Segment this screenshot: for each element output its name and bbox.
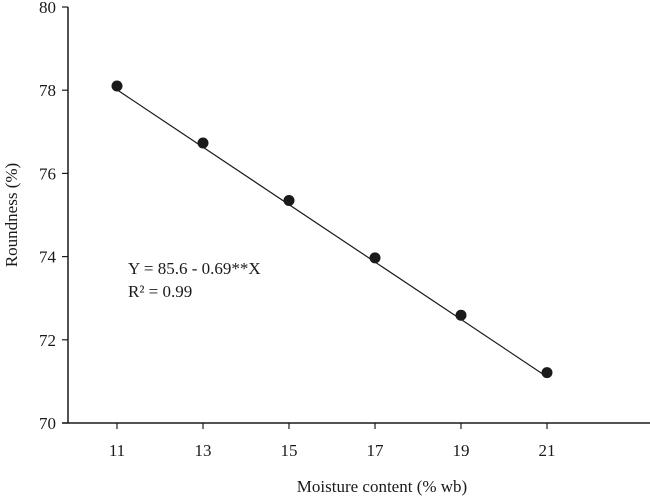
x-tick-label: 13 (195, 441, 212, 460)
data-points (111, 80, 553, 379)
x-tick-label: 11 (109, 441, 125, 460)
y-tick-label: 76 (39, 164, 56, 183)
y-axis-title: Roundness (%) (2, 163, 21, 267)
x-tick-label: 19 (453, 441, 470, 460)
regression-line (116, 89, 548, 378)
y-tick-label: 72 (39, 331, 56, 350)
data-point (283, 194, 295, 206)
x-tick-label: 17 (367, 441, 385, 460)
fit-line (116, 89, 548, 378)
data-point (541, 367, 553, 379)
r-squared-label: R² = 0.99 (128, 282, 192, 301)
y-tick-label: 74 (39, 248, 57, 267)
axes: 70 72 74 76 78 80 11 13 15 17 19 21 (39, 0, 650, 460)
data-point (111, 80, 123, 92)
y-tick-label: 78 (39, 81, 56, 100)
data-point (369, 252, 381, 264)
x-tick-label: 15 (281, 441, 298, 460)
y-tick-label: 70 (39, 414, 56, 433)
x-axis-title: Moisture content (% wb) (297, 477, 467, 496)
y-tick-label: 80 (39, 0, 56, 17)
x-tick-label: 21 (539, 441, 556, 460)
data-point (455, 309, 467, 321)
regression-equation: Y = 85.6 - 0.69**X (128, 259, 261, 278)
data-point (197, 137, 209, 149)
